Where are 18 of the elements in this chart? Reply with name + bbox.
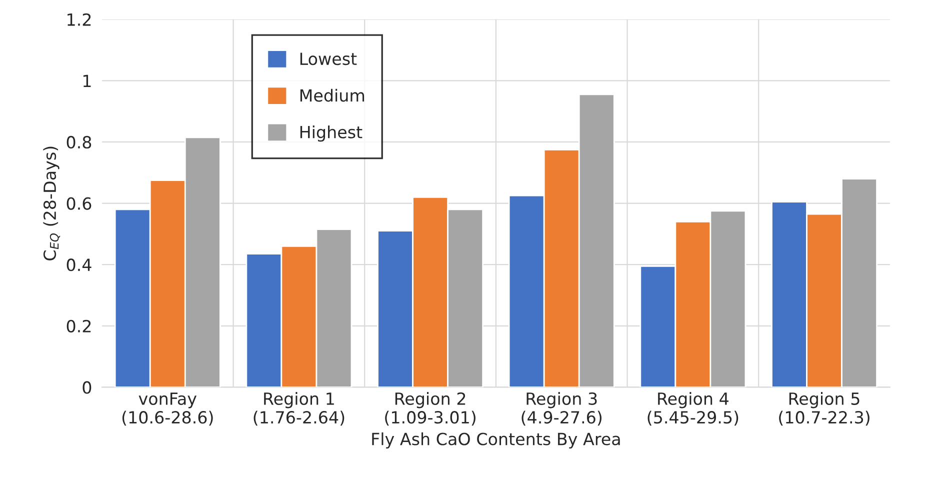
x-tick-label: Region 4 (5.45-29.5)	[648, 392, 738, 426]
y-tick-label: 0.2	[66, 320, 91, 332]
y-tick-label: 1.2	[68, 13, 91, 26]
y-axis-title: C$_{EQ}$ (28-Days)	[43, 146, 60, 260]
y-tick-label: 0.4	[66, 258, 92, 272]
x-axis-title: Fly Ash CaO Contents By Area	[372, 432, 620, 449]
x-tick-label: vonFay (10.6-28.6)	[122, 392, 213, 426]
y-tick-label: 1	[83, 74, 91, 87]
y-tick-label: 0.8	[66, 136, 92, 149]
x-tick-label: Region 5 (10.7-22.3)	[779, 392, 870, 426]
x-tick-label: Region 1 (1.76-2.64)	[254, 392, 344, 426]
y-tick-label: 0	[82, 381, 92, 394]
y-tick-label: 0.6	[66, 197, 92, 210]
legend-label: Medium	[300, 88, 364, 102]
legend-label: Lowest	[300, 52, 357, 66]
x-tick-label: Region 3 (4.9-27.6)	[522, 392, 602, 426]
x-tick-label: Region 2 (1.09-3.01)	[385, 392, 476, 426]
legend-label: Highest	[300, 125, 362, 142]
